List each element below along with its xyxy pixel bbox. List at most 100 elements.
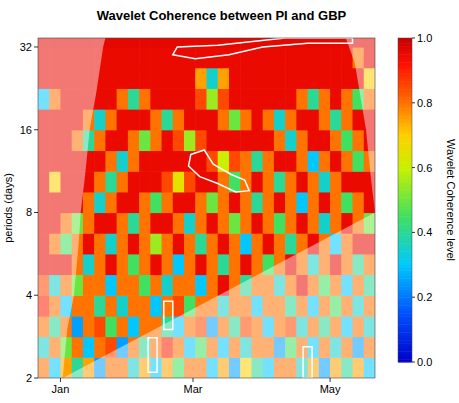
cell	[207, 254, 219, 275]
cell	[128, 130, 140, 151]
cell	[162, 47, 174, 68]
cell	[184, 254, 196, 275]
cell	[263, 171, 275, 192]
cell	[240, 68, 252, 89]
cell	[263, 130, 275, 151]
cell	[173, 109, 185, 130]
y-axis-title: periods (days)	[2, 173, 14, 243]
cell	[296, 130, 308, 151]
cell	[274, 109, 286, 130]
cell	[184, 233, 196, 254]
cell	[195, 274, 207, 295]
cell	[195, 150, 207, 171]
cell	[150, 233, 162, 254]
cell	[105, 150, 117, 171]
cell	[251, 130, 263, 151]
cell	[285, 38, 297, 48]
cell	[128, 192, 140, 213]
cell	[263, 109, 275, 130]
cell	[117, 233, 129, 254]
colorbar-tick-label: 0.4	[417, 226, 432, 238]
cell	[139, 130, 151, 151]
cell	[173, 233, 185, 254]
cell	[341, 109, 353, 130]
cell	[207, 130, 219, 151]
cell	[285, 192, 297, 213]
cell	[139, 150, 151, 171]
y-tick-label: 8	[26, 206, 32, 218]
colorbar-tick	[412, 362, 415, 363]
cell	[184, 109, 196, 130]
cell	[117, 254, 129, 275]
cell	[94, 337, 106, 358]
cell	[117, 171, 129, 192]
cell	[308, 68, 320, 89]
significance-contour	[164, 301, 173, 329]
cell	[240, 109, 252, 130]
cell	[251, 109, 263, 130]
cell	[139, 68, 151, 89]
cell	[117, 192, 129, 213]
colorbar-frame	[398, 38, 412, 362]
colorbar-tick-label: 0.2	[417, 291, 432, 303]
cell	[105, 88, 117, 109]
cell	[319, 212, 331, 233]
cell	[184, 130, 196, 151]
cell	[251, 150, 263, 171]
cell	[207, 68, 219, 89]
cell	[139, 109, 151, 130]
cell	[240, 150, 252, 171]
cell	[296, 88, 308, 109]
cell	[218, 254, 230, 275]
cell	[117, 274, 129, 295]
cell	[150, 212, 162, 233]
cell	[139, 171, 151, 192]
heatmap	[38, 38, 375, 378]
cell	[184, 171, 196, 192]
cell	[218, 88, 230, 109]
cell	[319, 88, 331, 109]
cell	[296, 212, 308, 233]
cell	[162, 192, 174, 213]
cell	[94, 233, 106, 254]
cell	[296, 68, 308, 89]
cell	[229, 212, 241, 233]
cell	[251, 171, 263, 192]
cell	[251, 68, 263, 89]
cell	[105, 254, 117, 275]
cell	[274, 47, 286, 68]
cell	[94, 109, 106, 130]
cell	[330, 130, 342, 151]
cell	[162, 109, 174, 130]
cell	[128, 233, 140, 254]
cell	[139, 212, 151, 233]
cell	[319, 130, 331, 151]
cell	[229, 254, 241, 275]
cell	[105, 130, 117, 151]
cell	[83, 254, 95, 275]
cell	[117, 316, 129, 337]
cell	[162, 68, 174, 89]
cell	[94, 212, 106, 233]
cell	[184, 192, 196, 213]
cell	[308, 130, 320, 151]
cell	[218, 38, 230, 48]
cell	[162, 88, 174, 109]
cell	[251, 233, 263, 254]
cell	[229, 192, 241, 213]
cell	[218, 130, 230, 151]
colorbar-tick	[412, 167, 415, 168]
cell	[274, 130, 286, 151]
cell	[240, 130, 252, 151]
colorbar-tick-label: 0.0	[417, 356, 432, 368]
cell	[117, 38, 129, 48]
cell	[319, 109, 331, 130]
cell	[285, 150, 297, 171]
x-tick	[193, 378, 194, 382]
cell	[218, 171, 230, 192]
cell	[296, 150, 308, 171]
cell	[240, 88, 252, 109]
cell	[251, 254, 263, 275]
colorbar-tick	[412, 232, 415, 233]
cell	[105, 38, 117, 48]
